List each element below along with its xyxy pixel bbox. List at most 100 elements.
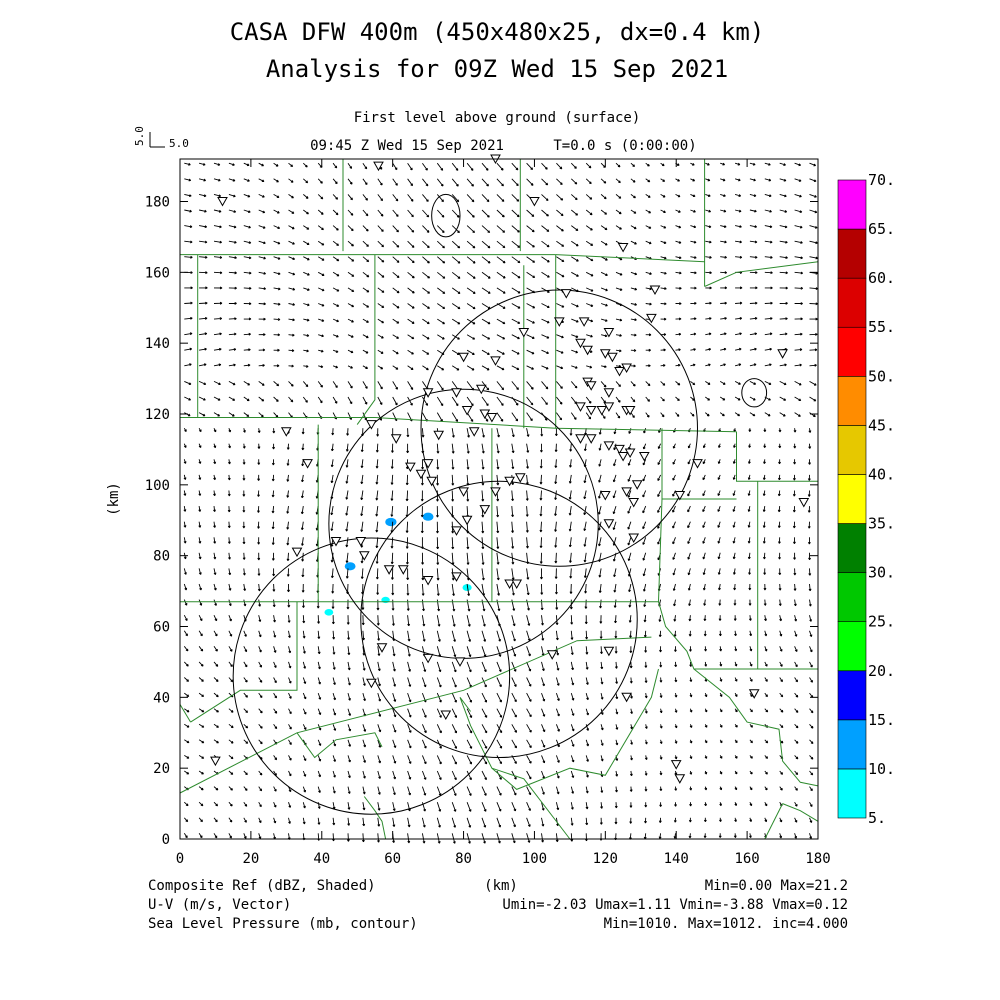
station-marker bbox=[422, 576, 434, 586]
station-marker bbox=[603, 441, 615, 451]
y-axis-label: (km) bbox=[106, 482, 122, 516]
x-tick-label: 20 bbox=[242, 851, 259, 867]
station-marker bbox=[603, 519, 615, 529]
station-marker bbox=[451, 572, 462, 582]
footer-right-line3: Min=1010. Max=1012. inc=4.000 bbox=[604, 916, 848, 932]
station-marker bbox=[422, 459, 434, 469]
station-marker bbox=[458, 352, 469, 363]
station-marker bbox=[458, 487, 469, 497]
colorbar-segment bbox=[837, 277, 867, 328]
county-boundary bbox=[782, 803, 819, 822]
county-boundary bbox=[180, 417, 737, 433]
y-tick-label: 0 bbox=[162, 832, 170, 848]
radar-range-ring bbox=[420, 289, 698, 567]
station-marker bbox=[674, 774, 686, 784]
station-marker bbox=[355, 537, 367, 547]
time-label: 09:45 Z Wed 15 Sep 2021 bbox=[310, 138, 504, 154]
station-marker bbox=[603, 402, 615, 412]
x-tick-label: 80 bbox=[455, 851, 472, 867]
station-marker bbox=[674, 491, 686, 501]
station-marker bbox=[560, 289, 572, 299]
colorbar-label: 30. bbox=[868, 564, 895, 582]
station-marker bbox=[617, 243, 629, 253]
colorbar-segment bbox=[837, 474, 867, 524]
station-marker bbox=[504, 476, 515, 487]
x-tick-label: 40 bbox=[313, 851, 330, 867]
station-marker bbox=[330, 537, 342, 547]
x-axis-label: (km) bbox=[484, 878, 518, 894]
station-marker bbox=[582, 345, 593, 356]
colorbar-segment bbox=[837, 621, 867, 672]
colorbar-label: 60. bbox=[868, 269, 895, 287]
y-tick-label: 140 bbox=[145, 336, 170, 352]
county-boundary bbox=[658, 601, 818, 670]
vector-scale-unit: 5.0 bbox=[133, 126, 146, 146]
station-marker bbox=[596, 406, 608, 416]
footer-right-line1: Min=0.00 Max=21.2 bbox=[705, 878, 848, 894]
station-marker bbox=[479, 409, 491, 420]
station-marker bbox=[451, 388, 462, 398]
station-marker bbox=[468, 427, 480, 437]
colorbar-segment bbox=[837, 768, 867, 819]
station-marker bbox=[546, 650, 558, 660]
county-boundary bbox=[190, 601, 298, 723]
station-marker bbox=[614, 367, 625, 377]
chart-title-line1: CASA DFW 400m (450x480x25, dx=0.4 km) bbox=[230, 18, 765, 46]
station-marker bbox=[302, 459, 313, 469]
station-marker bbox=[603, 328, 615, 338]
y-tick-label: 160 bbox=[145, 265, 170, 281]
station-marker bbox=[426, 476, 438, 487]
county-boundary bbox=[363, 796, 387, 840]
x-tick-label: 0 bbox=[176, 851, 184, 867]
station-marker bbox=[575, 402, 586, 412]
colorbar-segment bbox=[837, 425, 867, 475]
station-marker bbox=[366, 678, 377, 689]
station-marker bbox=[777, 349, 788, 359]
reflectivity-echo bbox=[324, 609, 334, 616]
y-tick-label: 20 bbox=[153, 761, 170, 777]
station-marker bbox=[451, 526, 462, 536]
county-boundary bbox=[179, 636, 652, 794]
station-marker bbox=[631, 480, 643, 490]
station-marker bbox=[415, 469, 427, 480]
x-tick-label: 120 bbox=[593, 851, 618, 867]
station-marker bbox=[511, 579, 523, 590]
station-marker bbox=[461, 406, 473, 416]
station-marker bbox=[603, 646, 615, 657]
station-marker bbox=[490, 356, 501, 366]
y-tick-label: 60 bbox=[153, 620, 170, 636]
x-tick-label: 100 bbox=[522, 851, 547, 867]
county-boundary bbox=[296, 732, 383, 759]
colorbar-label: 70. bbox=[868, 171, 895, 189]
y-tick-label: 40 bbox=[153, 690, 170, 706]
station-marker bbox=[383, 565, 395, 575]
colorbar-segment bbox=[837, 670, 867, 721]
colorbar-label: 25. bbox=[868, 613, 895, 631]
county-boundary bbox=[356, 254, 376, 425]
station-marker bbox=[603, 388, 615, 398]
station-marker bbox=[461, 515, 473, 526]
radar-range-ring bbox=[360, 480, 638, 759]
station-marker bbox=[621, 363, 632, 374]
station-marker bbox=[624, 406, 636, 416]
station-marker bbox=[486, 413, 498, 423]
colorbar-label: 20. bbox=[868, 662, 895, 680]
y-tick-label: 180 bbox=[145, 195, 170, 211]
station-marker bbox=[628, 498, 640, 508]
station-marker bbox=[649, 285, 661, 296]
station-marker bbox=[358, 551, 370, 561]
station-marker bbox=[433, 430, 445, 441]
reflectivity-echo bbox=[422, 512, 434, 521]
station-marker bbox=[553, 317, 565, 327]
colorbar-label: 5. bbox=[868, 809, 886, 827]
county-boundary bbox=[459, 668, 659, 790]
colorbar-label: 35. bbox=[868, 515, 895, 533]
reflectivity-echo-layer bbox=[324, 512, 472, 616]
footer-left-line2: U-V (m/s, Vector) bbox=[148, 897, 291, 913]
station-marker bbox=[390, 434, 402, 444]
x-tick-label: 180 bbox=[805, 851, 830, 867]
station-marker bbox=[585, 381, 597, 391]
station-marker bbox=[291, 547, 303, 558]
station-marker bbox=[514, 473, 526, 483]
